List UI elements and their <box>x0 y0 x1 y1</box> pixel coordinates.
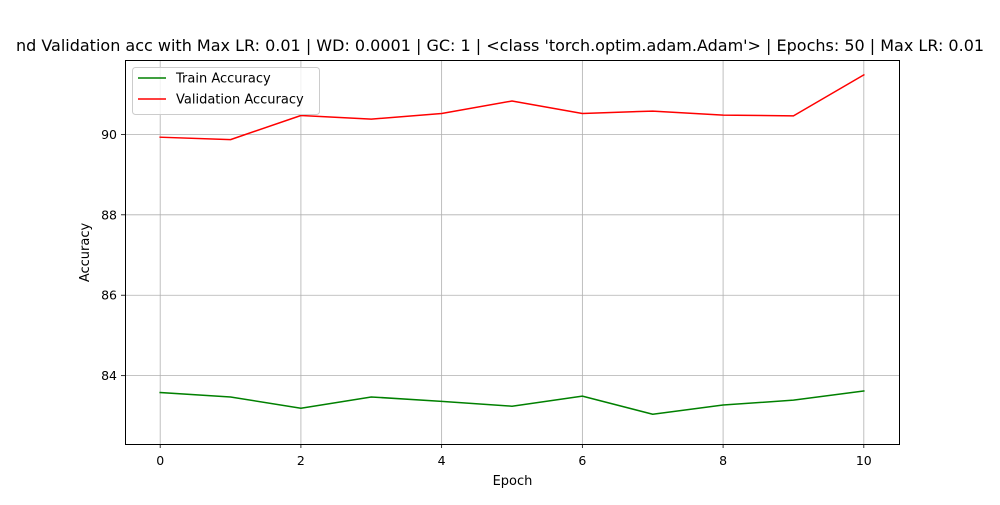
y-tick-label: 90 <box>101 127 117 142</box>
legend-box <box>132 67 320 115</box>
legend: Train Accuracy Validation Accuracy <box>132 67 320 115</box>
x-tick-label: 2 <box>297 453 305 468</box>
chart-title: nd Validation acc with Max LR: 0.01 | WD… <box>16 36 984 55</box>
y-tick-label: 86 <box>101 288 117 303</box>
x-tick-label: 10 <box>856 453 872 468</box>
x-tick-label: 0 <box>156 453 164 468</box>
y-axis-label: Accuracy <box>78 223 93 283</box>
series-line-train-accuracy <box>159 390 865 415</box>
legend-label-train-accuracy: Train Accuracy <box>175 72 271 87</box>
series-line-validation-accuracy <box>159 73 865 141</box>
x-tick-label: 4 <box>438 453 446 468</box>
y-tick-label: 88 <box>101 207 117 222</box>
x-tick-label: 6 <box>578 453 586 468</box>
y-tick-label: 84 <box>101 368 117 383</box>
x-tick-label: 8 <box>719 453 727 468</box>
axis-ticks: 0 2 4 6 8 10 84 86 88 90 <box>101 127 872 468</box>
grid <box>125 60 899 444</box>
legend-label-validation-accuracy: Validation Accuracy <box>176 93 304 108</box>
plot-frame <box>125 60 900 445</box>
x-axis-label: Epoch <box>493 474 533 489</box>
series-lines <box>159 73 865 415</box>
